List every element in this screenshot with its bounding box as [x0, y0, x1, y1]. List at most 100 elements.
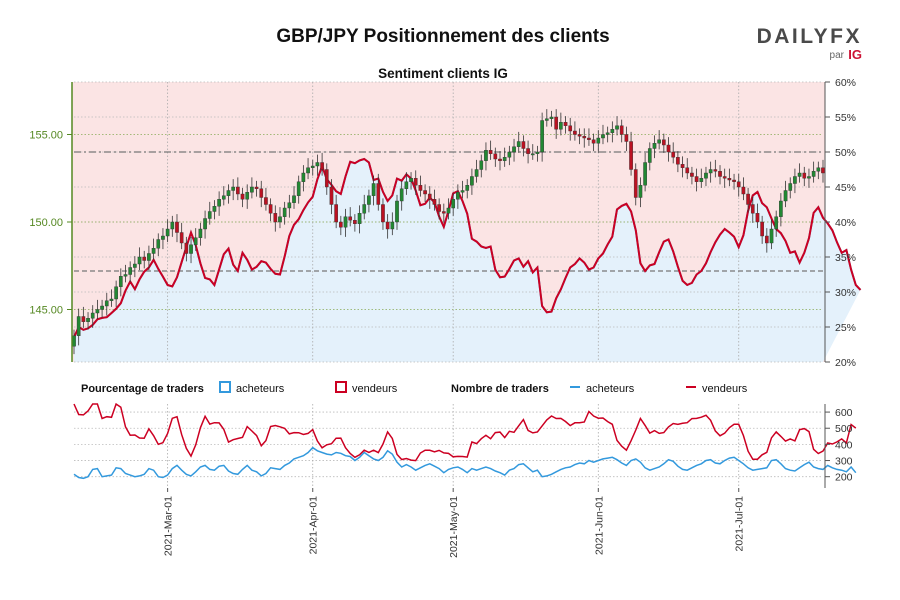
sentiment-panel: 145.00 150.00 155.00 20% 25% 30% 35% 40% 45% 50%…: [29, 77, 862, 369]
candle: [474, 159, 479, 183]
candle-body: [755, 213, 760, 223]
candle: [811, 161, 816, 183]
candle: [722, 168, 727, 188]
candle: [479, 154, 484, 178]
percent-tick-label: 30%: [835, 287, 856, 299]
candle: [287, 194, 292, 218]
candle-body: [633, 169, 638, 198]
candle-body: [362, 204, 367, 214]
candle: [774, 210, 779, 237]
candle-body: [647, 148, 652, 163]
sellers-percent-line: [73, 157, 862, 338]
subchart-title: Sentiment clients IG: [378, 66, 508, 81]
candle-body: [821, 167, 825, 174]
candle: [367, 189, 371, 213]
candle: [315, 154, 320, 176]
candle: [418, 175, 423, 197]
candle: [488, 140, 493, 160]
candle: [507, 145, 512, 166]
candle-body: [409, 178, 413, 182]
legend-num-buy-label: acheteurs: [586, 383, 635, 395]
candle-body: [292, 195, 296, 203]
candle: [797, 163, 802, 183]
candle: [498, 151, 502, 171]
candle-body: [680, 164, 685, 168]
candle: [296, 175, 301, 204]
candle-body: [147, 253, 151, 261]
candle-body: [540, 120, 544, 153]
percent-tick-label: 45%: [835, 182, 856, 194]
candle-body: [353, 220, 357, 224]
candle: [605, 126, 610, 143]
candle: [86, 312, 90, 330]
candle: [348, 207, 353, 227]
percent-tick-label: 20%: [835, 357, 856, 369]
candle-body: [437, 204, 441, 212]
candle: [301, 165, 306, 192]
date-tick-label: 2021-May-01: [448, 496, 460, 558]
candle-body: [250, 186, 254, 193]
candle-body: [732, 179, 736, 182]
candle-body: [591, 139, 596, 144]
candle: [151, 238, 156, 260]
candle: [568, 117, 573, 141]
candle-body: [282, 207, 287, 217]
candle-body: [287, 202, 292, 209]
candle: [245, 184, 250, 209]
candle-body: [727, 178, 732, 181]
candle: [278, 207, 282, 229]
candle: [240, 187, 245, 208]
candle-body: [264, 197, 268, 205]
candle: [226, 184, 231, 204]
logo-ig: IG: [848, 47, 862, 62]
candle: [750, 196, 755, 223]
candle-body: [671, 151, 676, 158]
candle: [727, 168, 732, 187]
candle-body: [488, 150, 493, 154]
candle: [694, 168, 699, 192]
candle-body: [676, 157, 680, 165]
candle-body: [456, 192, 460, 200]
percent-axis-ticks: 20% 25% 30% 35% 40% 45% 50% 55% 60%: [825, 77, 856, 369]
bottom-grid: [74, 404, 823, 488]
candle-body: [685, 167, 690, 174]
candle-body: [179, 232, 184, 244]
candle: [690, 166, 694, 185]
candle: [264, 187, 268, 211]
candle-body: [104, 300, 109, 307]
candle: [76, 308, 81, 346]
candle-body: [708, 169, 713, 174]
date-axis: 2021-Mar-01 2021-Apr-01 2021-May-01 2021-Ju…: [163, 488, 746, 558]
candle-body: [254, 186, 259, 189]
candle: [577, 128, 582, 145]
candle-body: [559, 122, 563, 130]
candle-body: [184, 242, 189, 254]
candle: [184, 236, 189, 262]
percent-tick-label: 25%: [835, 322, 856, 334]
candle-body: [390, 221, 395, 230]
reference-lines: [74, 151, 823, 272]
candle-body: [718, 171, 722, 177]
candle: [470, 168, 474, 195]
candle: [544, 109, 549, 127]
legend-num-title: Nombre de traders: [451, 383, 549, 395]
candle-body: [746, 193, 750, 205]
candle: [207, 201, 212, 225]
candle-body: [423, 190, 427, 195]
candle-body: [521, 141, 526, 149]
candle-body: [587, 137, 591, 140]
candle: [582, 128, 587, 148]
candle-body: [577, 134, 582, 137]
candle-body: [741, 186, 746, 195]
count-tick-label: 400: [835, 439, 853, 451]
candle: [601, 124, 605, 145]
candle-body: [118, 276, 123, 287]
candle: [390, 212, 395, 236]
candle: [399, 180, 404, 211]
candle: [404, 172, 409, 195]
candle-body: [203, 218, 207, 230]
candle-body: [662, 139, 666, 146]
candle-body: [797, 172, 802, 177]
candle-body: [315, 162, 320, 167]
candle-body: [516, 141, 521, 147]
